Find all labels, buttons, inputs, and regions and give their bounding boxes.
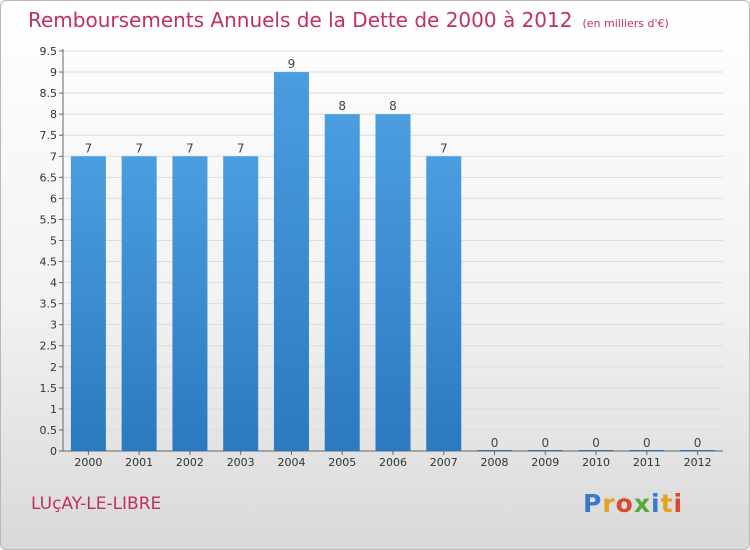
y-tick-label: 7.5 [40, 129, 58, 142]
logo-letter: i [673, 489, 684, 518]
y-tick-label: 1.5 [40, 382, 58, 395]
y-tick-label: 8 [50, 108, 57, 121]
logo-letter: t [660, 489, 674, 518]
chart-title: Remboursements Annuels de la Dette de 20… [28, 8, 669, 32]
data-label: 7 [186, 141, 194, 155]
logo-letter: i [651, 489, 661, 518]
axes: 0 0.5 1 1.5 2 2.5 3 3.5 4 4.5 5 5.5 6 6.5 7 7.5 8 8.5 9 9.5… [40, 45, 723, 469]
data-label: 7 [440, 141, 448, 155]
y-tick-label: 0.5 [40, 424, 58, 437]
y-tick-label: 3 [50, 319, 57, 332]
data-labels: 7 7 7 7 9 8 8 7 0 0 0 0 0 [85, 57, 702, 450]
x-tick-label: 2002 [176, 456, 204, 469]
y-tick-label: 5.5 [40, 213, 58, 226]
data-label: 0 [643, 436, 651, 450]
y-tick-label: 9 [50, 66, 57, 79]
bar-2012 [680, 450, 716, 451]
bar-2009 [527, 450, 563, 451]
x-tick-label: 2001 [125, 456, 153, 469]
bar-2007 [426, 156, 462, 451]
x-tick-label: 2004 [277, 456, 305, 469]
bar-2011 [629, 450, 665, 451]
logo-letter: r [602, 489, 616, 518]
data-label: 0 [592, 436, 600, 450]
x-tick-label: 2006 [379, 456, 407, 469]
bar-2001 [121, 156, 157, 451]
x-tick-label: 2012 [684, 456, 712, 469]
data-label: 9 [288, 57, 296, 71]
bar-2010 [578, 450, 614, 451]
y-tick-label: 4 [50, 277, 57, 290]
town-name: LUçAY-LE-LIBRE [31, 494, 162, 514]
bar-2002 [172, 156, 208, 451]
x-tick-label: 2009 [531, 456, 559, 469]
y-tick-label: 4.5 [40, 256, 58, 269]
x-tick-label: 2003 [227, 456, 255, 469]
bar-2003 [223, 156, 259, 451]
y-tick-label: 5 [50, 234, 57, 247]
proxiti-logo: Proxiti [583, 489, 683, 518]
x-tick-label: 2007 [430, 456, 458, 469]
chart-title-text: Remboursements Annuels de la Dette de 20… [28, 8, 573, 32]
bar-2000 [70, 156, 106, 451]
y-tick-label: 7 [50, 150, 57, 163]
logo-letter: P [583, 489, 603, 518]
y-tick-label: 3.5 [40, 298, 58, 311]
y-tick-label: 1 [50, 403, 57, 416]
bars [70, 72, 716, 451]
data-label: 0 [541, 436, 549, 450]
logo-letter: o [615, 489, 634, 518]
data-label: 0 [694, 436, 702, 450]
bar-2005 [324, 114, 360, 451]
x-tick-label: 2010 [582, 456, 610, 469]
data-label: 8 [389, 99, 397, 113]
data-label: 7 [237, 141, 245, 155]
y-tick-label: 6.5 [40, 171, 58, 184]
y-tick-label: 2.5 [40, 340, 58, 353]
y-tick-label: 9.5 [40, 45, 58, 58]
data-label: 7 [135, 141, 143, 155]
bar-2008 [477, 450, 513, 451]
chart-subtitle: (en milliers d'€) [582, 17, 669, 30]
data-label: 8 [338, 99, 346, 113]
bar-2006 [375, 114, 411, 451]
y-tick-label: 6 [50, 192, 57, 205]
data-label: 0 [491, 436, 499, 450]
x-tick-label: 2008 [481, 456, 509, 469]
x-tick-label: 2011 [633, 456, 661, 469]
x-tick-label: 2005 [328, 456, 356, 469]
data-label: 7 [85, 141, 93, 155]
bar-2004 [273, 72, 309, 451]
y-tick-label: 8.5 [40, 87, 58, 100]
x-tick-label: 2000 [74, 456, 102, 469]
logo-letter: x [633, 489, 651, 518]
y-tick-label: 0 [50, 445, 57, 458]
y-tick-label: 2 [50, 361, 57, 374]
